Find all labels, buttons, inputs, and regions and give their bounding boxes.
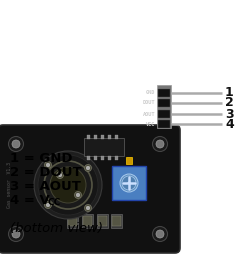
Circle shape [85, 205, 91, 211]
Bar [68, 216, 77, 226]
Circle shape [9, 226, 23, 241]
Bar [87, 156, 91, 159]
Text: DOUT: DOUT [142, 100, 155, 105]
Bar [83, 216, 92, 226]
Bar [94, 156, 97, 159]
Bar [158, 110, 170, 118]
Text: VCC: VCC [146, 121, 155, 127]
Circle shape [86, 206, 90, 210]
FancyBboxPatch shape [0, 125, 180, 253]
Text: 4 = V: 4 = V [10, 194, 50, 207]
Bar [101, 156, 105, 159]
Circle shape [9, 136, 23, 151]
Text: CC: CC [48, 198, 61, 207]
Bar [87, 135, 91, 139]
Bar [126, 157, 132, 164]
Bar [158, 120, 170, 128]
Bar [112, 166, 146, 200]
Bar [108, 135, 111, 139]
Bar [84, 138, 124, 156]
Circle shape [56, 171, 64, 179]
Bar [157, 85, 171, 128]
Text: Gas sensor  V1.3: Gas sensor V1.3 [8, 162, 13, 208]
Bar [158, 99, 170, 107]
Circle shape [128, 182, 131, 184]
Circle shape [156, 140, 164, 148]
Circle shape [156, 230, 164, 238]
Circle shape [86, 166, 90, 170]
Text: 2 = DOUT: 2 = DOUT [10, 166, 82, 179]
Circle shape [122, 176, 136, 190]
Text: GND: GND [146, 91, 155, 96]
Text: 1: 1 [225, 87, 234, 100]
Text: 3: 3 [225, 108, 234, 120]
Circle shape [45, 162, 51, 168]
Circle shape [85, 164, 91, 171]
Circle shape [50, 167, 86, 203]
Text: 3 = AOUT: 3 = AOUT [10, 180, 81, 193]
Circle shape [120, 174, 138, 192]
Bar [98, 216, 107, 226]
Bar [97, 214, 108, 228]
Circle shape [12, 140, 20, 148]
Bar [112, 216, 121, 226]
Bar [115, 135, 118, 139]
Bar [101, 135, 105, 139]
Circle shape [44, 161, 92, 209]
Circle shape [46, 203, 50, 207]
Circle shape [34, 151, 102, 219]
Bar [115, 156, 118, 159]
Bar [111, 214, 122, 228]
Bar [67, 214, 78, 228]
Circle shape [46, 163, 50, 167]
Circle shape [152, 136, 168, 151]
Text: (bottom view): (bottom view) [10, 222, 103, 235]
Circle shape [12, 230, 20, 238]
Text: AOUT: AOUT [142, 112, 155, 116]
Circle shape [58, 173, 62, 177]
Circle shape [152, 226, 168, 241]
Text: 4: 4 [225, 117, 234, 131]
Bar [94, 135, 97, 139]
Circle shape [45, 202, 51, 209]
Text: 1 = GND: 1 = GND [10, 152, 73, 165]
Bar [82, 214, 93, 228]
Text: 2: 2 [225, 96, 234, 109]
Circle shape [38, 155, 98, 215]
Bar [108, 156, 111, 159]
Circle shape [74, 191, 82, 198]
Circle shape [76, 193, 80, 197]
Bar [158, 89, 170, 97]
